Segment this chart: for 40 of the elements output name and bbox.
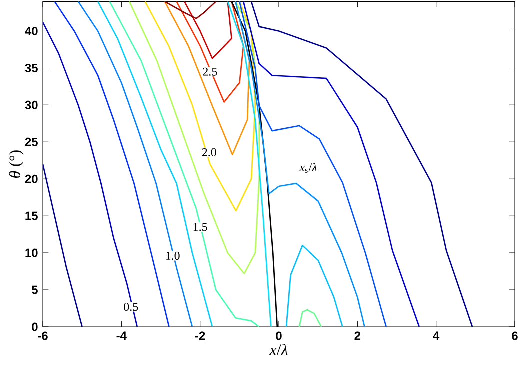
y-tick-label: 5 bbox=[32, 286, 38, 294]
line-series bbox=[286, 244, 344, 327]
x-tick-label: 6 bbox=[512, 332, 518, 340]
annotation: 2.0 bbox=[202, 148, 216, 157]
line-series bbox=[227, 2, 272, 327]
line-series bbox=[250, 2, 474, 327]
line-series bbox=[128, 2, 260, 274]
y-tick-label: 30 bbox=[25, 100, 38, 110]
annotation: 2.5 bbox=[203, 68, 218, 76]
y-axis-title: θ (°) bbox=[9, 150, 24, 178]
y-tick-label: 25 bbox=[25, 138, 38, 146]
y-tick-label: 40 bbox=[25, 26, 38, 36]
x-tick-label: -6 bbox=[38, 332, 48, 340]
annotation: 1.0 bbox=[166, 252, 180, 260]
x-tick-label: 2 bbox=[354, 332, 361, 340]
line-series bbox=[43, 22, 138, 327]
y-tick-label: 15 bbox=[26, 212, 38, 220]
annotation: x$_{s}$/λ bbox=[300, 163, 318, 173]
line-series bbox=[109, 2, 260, 327]
annotation: 0.5 bbox=[124, 302, 138, 312]
x-tick-label: 4 bbox=[433, 332, 440, 340]
line-series bbox=[43, 164, 84, 327]
line-series bbox=[298, 309, 322, 327]
x-tick-label: -4 bbox=[116, 332, 127, 340]
line-series bbox=[242, 2, 420, 327]
y-tick-label: 0 bbox=[32, 322, 38, 332]
x-axis-title: x/λ bbox=[270, 344, 288, 356]
x-tick-label: -2 bbox=[195, 332, 206, 340]
line-series bbox=[184, 2, 232, 60]
line-series bbox=[235, 2, 366, 327]
y-tick-label: 35 bbox=[25, 64, 38, 72]
line-series bbox=[78, 2, 194, 327]
y-tick-label: 10 bbox=[26, 248, 38, 258]
line-series bbox=[239, 2, 388, 327]
y-tick-label: 20 bbox=[25, 174, 38, 184]
line-series bbox=[144, 2, 256, 212]
line-series bbox=[164, 2, 250, 156]
annotation: 1.5 bbox=[194, 223, 208, 232]
x-tick-label: 0 bbox=[276, 332, 282, 340]
line-series bbox=[176, 2, 244, 103]
